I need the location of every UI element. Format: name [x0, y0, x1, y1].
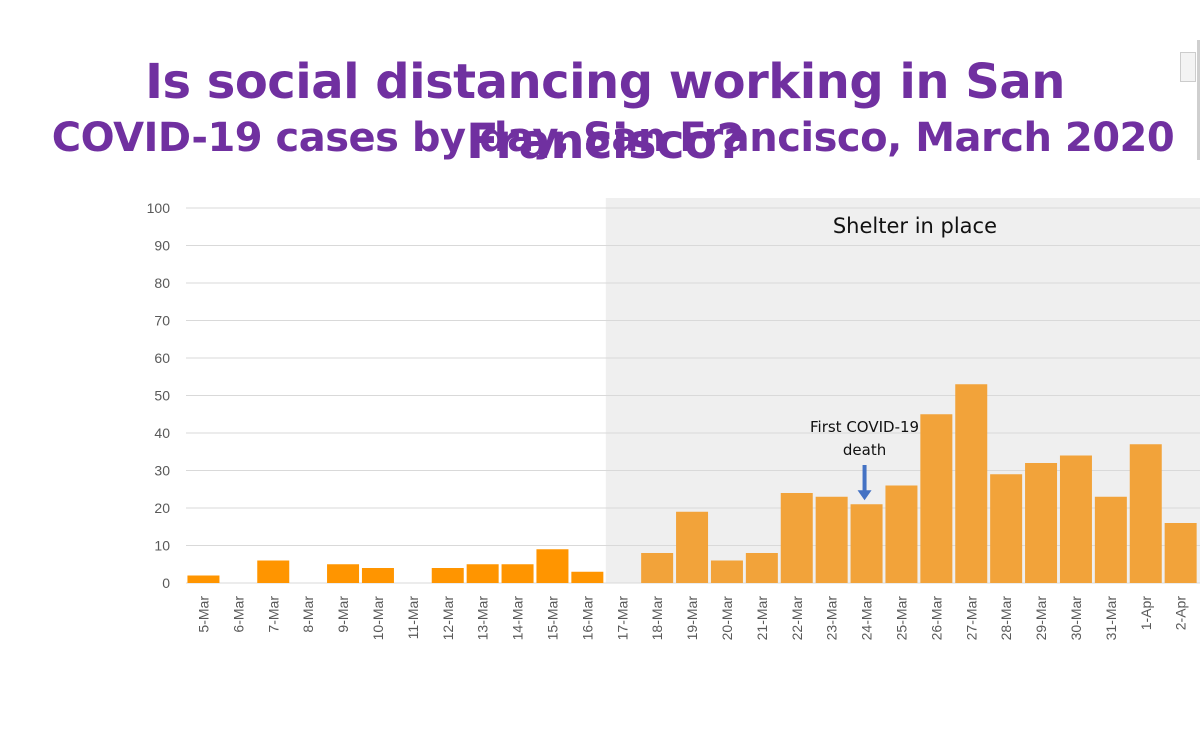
x-tick-label: 19-Mar	[684, 596, 700, 641]
bar-1-Apr	[1129, 444, 1162, 583]
bar-5-Mar	[187, 575, 220, 583]
x-tick-label: 22-Mar	[789, 596, 805, 641]
window-edge-handle	[1180, 52, 1196, 82]
shelter-label: Shelter in place	[833, 214, 997, 238]
x-tick-label: 20-Mar	[719, 596, 735, 641]
slide-title: Is social distancing working in San Fran…	[145, 54, 1065, 170]
x-tick-label: 14-Mar	[510, 596, 526, 641]
bar-23-Mar	[815, 496, 848, 583]
bar-26-Mar	[920, 414, 953, 583]
x-tick-label: 12-Mar	[440, 596, 456, 641]
annotation-arrow-head	[857, 490, 872, 501]
bar-21-Mar	[745, 553, 778, 583]
y-tick-label: 90	[154, 238, 170, 254]
annotation-line1: First COVID-19	[810, 418, 919, 436]
x-tick-label: 16-Mar	[579, 596, 595, 641]
x-tick-label: 17-Mar	[614, 596, 630, 641]
x-tick-label: 30-Mar	[1068, 596, 1084, 641]
slide-subtitle: COVID-19 cases by day, San Francisco, Ma…	[51, 115, 1175, 161]
bar-13-Mar	[466, 564, 499, 583]
x-tick-label: 13-Mar	[475, 596, 491, 641]
bar-28-Mar	[990, 474, 1023, 583]
bar-16-Mar	[571, 571, 604, 583]
x-tick-label: 25-Mar	[893, 596, 909, 641]
y-tick-label: 20	[154, 500, 170, 516]
x-tick-label: 21-Mar	[754, 596, 770, 641]
x-tick-label: 9-Mar	[335, 596, 351, 633]
x-tick-label: 8-Mar	[300, 596, 316, 633]
y-tick-label: 40	[154, 425, 170, 441]
x-tick-label: 10-Mar	[370, 596, 386, 641]
y-tick-label: 0	[162, 575, 170, 591]
y-tick-label: 60	[154, 350, 170, 366]
bar-27-Mar	[955, 384, 988, 583]
bar-22-Mar	[780, 493, 813, 583]
x-tick-label: 1-Apr	[1138, 596, 1154, 631]
bar-30-Mar	[1059, 455, 1092, 583]
bar-7-Mar	[257, 560, 290, 583]
y-tick-label: 50	[154, 388, 170, 404]
x-tick-label: 29-Mar	[1033, 596, 1049, 641]
y-tick-label: 30	[154, 463, 170, 479]
bar-9-Mar	[327, 564, 360, 583]
y-tick-label: 70	[154, 313, 170, 329]
x-tick-label: 24-Mar	[859, 596, 875, 641]
x-tick-label: 23-Mar	[824, 596, 840, 641]
x-tick-label: 27-Mar	[963, 596, 979, 641]
bar-18-Mar	[641, 553, 674, 583]
x-tick-label: 5-Mar	[195, 596, 211, 633]
bar-12-Mar	[431, 568, 464, 583]
y-tick-label: 10	[154, 538, 170, 554]
bar-14-Mar	[501, 564, 534, 583]
y-tick-label: 100	[147, 200, 171, 216]
bar-25-Mar	[885, 485, 918, 583]
bar-29-Mar	[1025, 463, 1058, 583]
x-tick-label: 15-Mar	[544, 596, 560, 641]
bar-19-Mar	[676, 511, 709, 583]
x-tick-label: 31-Mar	[1103, 596, 1119, 641]
bar-2-Apr	[1164, 523, 1197, 583]
bar-24-Mar	[850, 504, 883, 583]
bar-10-Mar	[361, 568, 394, 583]
x-tick-label: 28-Mar	[998, 596, 1014, 641]
x-tick-label: 7-Mar	[265, 596, 281, 633]
x-tick-label: 2-Apr	[1173, 596, 1189, 631]
window-edge-divider	[1197, 40, 1200, 160]
x-tick-label: 11-Mar	[405, 596, 421, 640]
annotation-line2: death	[843, 441, 886, 459]
x-tick-label: 18-Mar	[649, 596, 665, 641]
bar-20-Mar	[710, 560, 743, 583]
bar-31-Mar	[1094, 496, 1127, 583]
x-tick-label: 26-Mar	[928, 596, 944, 641]
y-tick-label: 80	[154, 275, 170, 291]
x-tick-label: 6-Mar	[230, 596, 246, 633]
bar-15-Mar	[536, 549, 569, 583]
